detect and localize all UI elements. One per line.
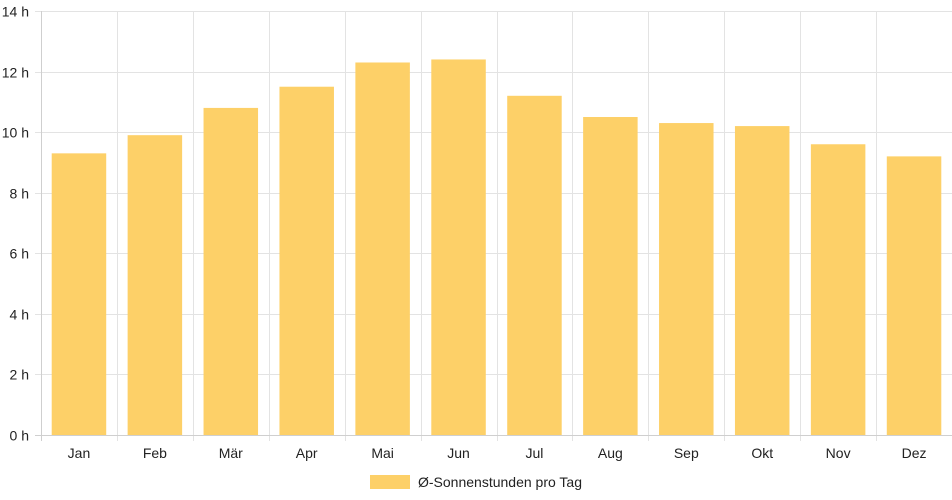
legend-swatch [370,475,410,489]
bar-jan[interactable] [51,153,107,436]
y-tick-label: 4 h [10,307,29,323]
y-tick-label: 12 h [2,65,29,81]
y-tick-label: 8 h [10,186,29,202]
x-tick-label: Apr [296,445,318,461]
grid-lines [35,11,952,441]
bar-apr[interactable] [279,86,334,435]
x-tick-label: Nov [826,445,851,461]
y-tick-label: 14 h [2,4,29,20]
x-tick-label: Aug [598,445,623,461]
x-tick-label: Sep [674,445,699,461]
bar-okt[interactable] [734,126,790,435]
x-tick-label: Mai [371,445,394,461]
x-tick-label: Jan [68,445,91,461]
x-tick-label: Jul [526,445,544,461]
x-tick-label: Okt [751,445,773,461]
bar-aug[interactable] [583,117,638,435]
bars [51,59,942,436]
bar-sep[interactable] [659,123,714,436]
x-axis-ticks: Jan Feb Mär Apr Mai Jun Jul Aug Sep Okt Nov Dez [68,445,927,461]
y-axis-ticks: 0 h 2 h 4 h 6 h 8 h 10 h 12 h 14 h [2,4,29,444]
legend[interactable]: Ø-Sonnenstunden pro Tag [370,474,582,490]
x-tick-label: Feb [143,445,167,461]
legend-label: Ø-Sonnenstunden pro Tag [418,474,582,490]
bar-dez[interactable] [886,156,942,435]
bar-jul[interactable] [507,95,562,436]
axes [35,11,952,441]
bar-jun[interactable] [431,59,486,435]
x-tick-label: Jun [447,445,470,461]
x-tick-label: Dez [902,445,927,461]
y-tick-label: 10 h [2,125,29,141]
bar-mär[interactable] [203,107,259,436]
x-tick-label: Mär [219,445,243,461]
bar-nov[interactable] [810,144,866,435]
bar-mai[interactable] [355,62,410,435]
bar-feb[interactable] [127,135,183,435]
y-tick-label: 2 h [10,367,29,383]
y-tick-label: 6 h [10,246,29,262]
y-tick-label: 0 h [10,428,29,444]
